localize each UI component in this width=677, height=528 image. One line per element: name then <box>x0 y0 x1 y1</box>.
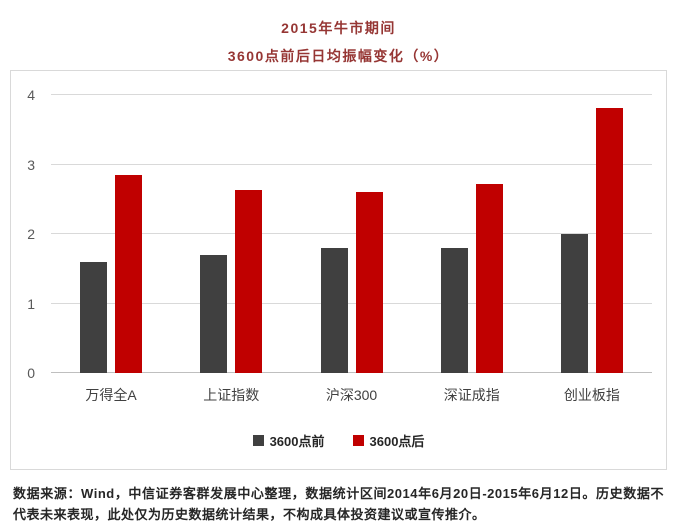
legend-swatch <box>252 435 264 446</box>
bar <box>200 254 228 373</box>
bar-group <box>51 95 171 373</box>
bar <box>595 107 623 373</box>
gridline <box>51 372 652 373</box>
footer-note: 数据来源：Wind，中信证券客群发展中心整理，数据统计区间2014年6月20日-… <box>13 486 664 522</box>
chart-title-line1: 2015年牛市期间 <box>281 20 396 36</box>
x-axis-label: 创业板指 <box>563 387 620 403</box>
bar <box>475 183 503 373</box>
gridline <box>51 233 652 234</box>
bar <box>560 234 588 373</box>
chart-title-line2: 3600点前后日均振幅变化（%） <box>227 48 450 64</box>
chart-area: 0 1 2 3 4 万得全A 上证指数 沪深300 深证成指 创业板指 3600点前 3600点后 <box>10 70 667 470</box>
bar <box>115 174 143 373</box>
bar <box>355 191 383 373</box>
x-axis-label: 万得全A <box>85 387 137 403</box>
y-tick-label: 2 <box>27 226 35 242</box>
x-axis-labels: 万得全A 上证指数 沪深300 深证成指 创业板指 <box>51 385 652 405</box>
legend-label: 3600点后 <box>369 434 425 449</box>
bar-group <box>171 95 291 373</box>
y-tick-label: 0 <box>27 365 35 381</box>
x-axis-label: 上证指数 <box>203 387 260 403</box>
legend-swatch <box>352 435 364 446</box>
gridline <box>51 302 652 304</box>
bar-group <box>412 95 532 373</box>
bar <box>80 261 108 373</box>
y-tick-label: 1 <box>27 295 35 312</box>
y-tick-label: 3 <box>27 156 35 173</box>
legend-item: 3600点后 <box>352 431 425 450</box>
bar <box>320 247 348 373</box>
y-axis: 0 1 2 3 4 <box>11 87 43 381</box>
bar <box>235 190 263 373</box>
legend: 3600点前 3600点后 <box>11 431 666 450</box>
gridline <box>51 94 652 95</box>
chart-title: 2015年牛市期间 3600点前后日均振幅变化（%） <box>0 0 677 70</box>
bar-groups <box>51 95 652 373</box>
y-tick-label: 4 <box>27 87 35 103</box>
x-axis-label: 深证成指 <box>443 387 500 403</box>
bar-group <box>532 95 652 373</box>
legend-item: 3600点前 <box>252 431 325 450</box>
bar <box>440 247 468 373</box>
plot-area <box>51 94 652 373</box>
bar-group <box>291 95 411 373</box>
legend-label: 3600点前 <box>269 434 325 449</box>
x-axis-label: 沪深300 <box>325 387 378 403</box>
gridline <box>51 163 652 165</box>
